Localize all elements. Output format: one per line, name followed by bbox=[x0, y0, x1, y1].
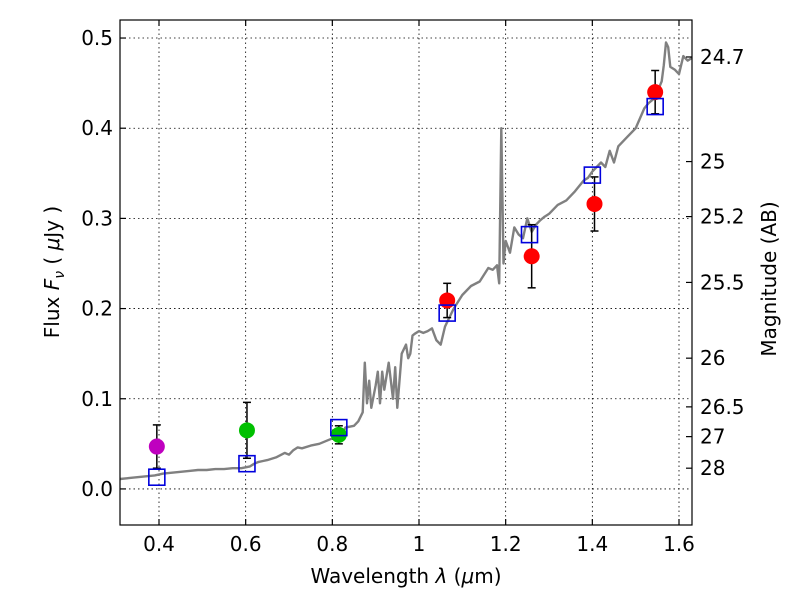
y-tick-label: 0.3 bbox=[81, 206, 113, 230]
y2-tick-label: 26 bbox=[700, 346, 725, 370]
x-axis-label: Wavelength λ (μm) bbox=[310, 564, 501, 588]
y2-axis-label: Magnitude (AB) bbox=[757, 201, 781, 356]
grid-lines bbox=[120, 20, 692, 525]
photometry-point bbox=[523, 248, 540, 265]
x-tick-label: 1 bbox=[413, 532, 426, 556]
spectrum-layer bbox=[119, 41, 693, 481]
x-tick-label: 0.6 bbox=[230, 532, 262, 556]
model-square bbox=[148, 468, 166, 487]
y2-tick-label: 28 bbox=[700, 456, 725, 480]
spectrum-line bbox=[119, 41, 693, 481]
y-tick-label: 0.5 bbox=[81, 26, 113, 50]
plot-frame bbox=[119, 19, 693, 526]
photometry-point bbox=[586, 195, 603, 212]
y2-tick-label: 26.5 bbox=[700, 395, 745, 419]
x-tick-label: 1.6 bbox=[663, 532, 695, 556]
y2-tick-label: 25.2 bbox=[700, 205, 745, 229]
model-square bbox=[438, 304, 456, 322]
y-axis-label: Flux Fν ( μJy ) bbox=[40, 206, 68, 338]
photometry-point bbox=[148, 438, 165, 455]
model-square bbox=[520, 225, 539, 244]
y2-tick-label: 24.7 bbox=[700, 45, 745, 69]
axis-ticks: 0.4 0.6 0.8 1 1.2 1.4 1.6 0.0 0.1 0.2 0.3 0.4 0.5 24.… bbox=[81, 20, 745, 556]
y-tick-label: 0.4 bbox=[81, 116, 113, 140]
photometry-layer bbox=[148, 69, 664, 487]
model-square bbox=[238, 454, 256, 473]
photometry-point bbox=[647, 84, 664, 101]
model-square bbox=[646, 97, 664, 116]
y2-tick-label: 25 bbox=[700, 150, 725, 174]
x-tick-label: 1.2 bbox=[490, 532, 522, 556]
model-square bbox=[330, 418, 348, 437]
x-tick-label: 0.8 bbox=[316, 532, 348, 556]
y-tick-label: 0.2 bbox=[81, 297, 113, 321]
y-tick-label: 0.1 bbox=[81, 387, 113, 411]
x-tick-label: 0.4 bbox=[143, 532, 175, 556]
photometry-point bbox=[439, 292, 456, 309]
y-tick-label: 0.0 bbox=[81, 477, 113, 501]
y2-tick-label: 25.5 bbox=[700, 270, 745, 294]
photometry-point bbox=[238, 422, 255, 439]
x-tick-label: 1.4 bbox=[576, 532, 608, 556]
y2-tick-label: 27 bbox=[700, 425, 725, 449]
model-square bbox=[583, 166, 602, 184]
